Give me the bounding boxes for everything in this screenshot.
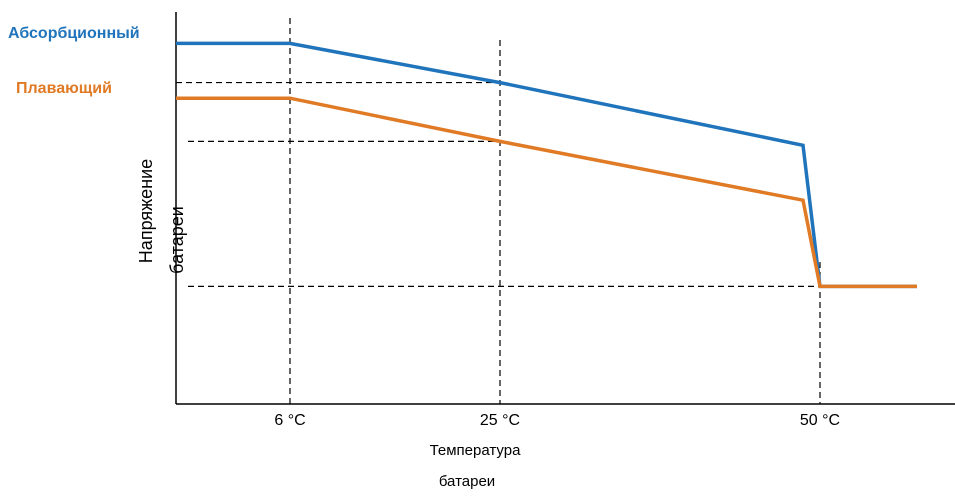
series-line-absorption: [176, 41, 917, 289]
x-tick-label: 50 °C: [800, 412, 840, 429]
series-line-float: [176, 96, 917, 289]
y-axis-label-line2: батареи: [167, 206, 187, 274]
legend-label-float: Плавающий: [16, 80, 112, 97]
axes: [175, 12, 955, 405]
y-axis-label-line1: Напряжение: [136, 159, 156, 263]
x-tick-labels: 6 °C 25 °C 50 °C: [274, 412, 840, 429]
x-axis-label-line2: батареи: [439, 473, 495, 490]
reference-lines: [176, 18, 821, 404]
x-tick-label: 25 °C: [480, 412, 520, 429]
legend-label-absorption: Абсорбционный: [8, 25, 140, 42]
x-tick-label: 6 °C: [274, 412, 305, 429]
series-lines: [176, 41, 917, 289]
x-axis-label-line1: Температура: [430, 442, 522, 459]
